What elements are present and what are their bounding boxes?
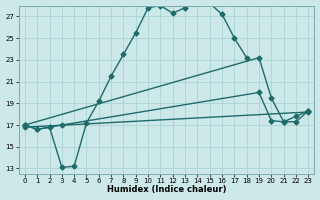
X-axis label: Humidex (Indice chaleur): Humidex (Indice chaleur) <box>107 185 226 194</box>
